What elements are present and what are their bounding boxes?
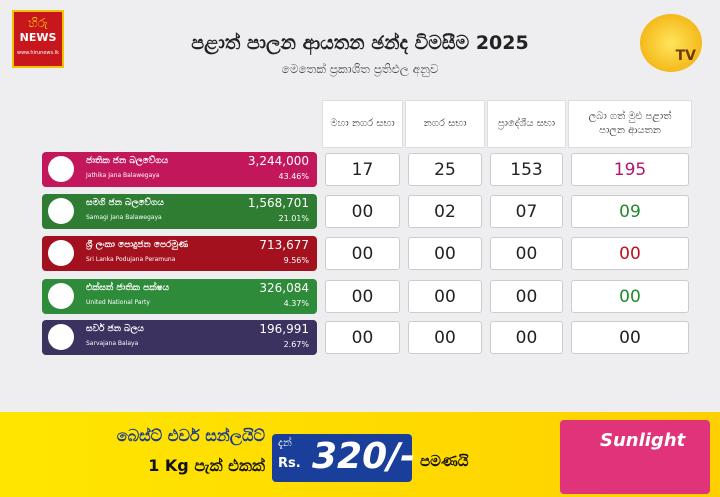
column-header: ප්‍රාදේශීය සභා bbox=[487, 100, 566, 148]
count: 00 bbox=[325, 321, 400, 354]
party-name: සර්ව ජන බලය bbox=[86, 324, 144, 334]
ad-brand: Sunlight bbox=[560, 420, 710, 494]
ad-currency: Rs. bbox=[278, 456, 301, 471]
count: 17 bbox=[325, 153, 400, 186]
percent: 9.56% bbox=[283, 256, 309, 265]
party-name: ජාතික ජන බලවේගය bbox=[86, 156, 169, 166]
ad-line1: බෙස්ට් එවර් සන්ලයිට් bbox=[116, 426, 265, 445]
logo-left: හිරු NEWS www.hirunews.lk bbox=[12, 10, 64, 68]
votes: 1,568,701 bbox=[247, 196, 309, 210]
count: 00 bbox=[408, 321, 482, 354]
ad-price: 320/- bbox=[312, 436, 416, 477]
party-row: එක්සත් ජාතික පක්ෂය United National Party 3… bbox=[42, 279, 317, 314]
party-name-en: Samagi Jana Balawegaya bbox=[86, 214, 162, 221]
count: 00 bbox=[325, 195, 400, 228]
ad-banner: බෙස්ට් එවර් සන්ලයිට් 1 Kg පැක් එකක් දැන්… bbox=[0, 412, 720, 497]
column-header: ලබා ගත් මුළු පළාත් පාලන ආයතන bbox=[568, 100, 692, 148]
votes: 3,244,000 bbox=[247, 154, 309, 168]
party-row: ජාතික ජන බලවේගය Jathika Jana Balawegaya 3,… bbox=[42, 152, 317, 187]
logo-news: NEWS bbox=[19, 31, 57, 44]
party-name-en: Jathika Jana Balawegaya bbox=[86, 172, 160, 179]
party-name: එක්සත් ජාතික පක්ෂය bbox=[86, 283, 170, 293]
party-row: සර්ව ජන බලය Sarvajana Balaya 196,991 2.67% bbox=[42, 320, 317, 355]
title: පළාත් පාලන ආයතන ඡන්ද විමසීම 2025 bbox=[191, 32, 529, 54]
logo-top: හිරු bbox=[28, 16, 48, 30]
count: 00 bbox=[490, 237, 563, 270]
party-name-en: Sri Lanka Podujana Peramuna bbox=[86, 256, 176, 263]
party-name-en: United National Party bbox=[86, 299, 150, 306]
price-box: දැන් Rs. 320/- bbox=[272, 434, 416, 482]
votes: 713,677 bbox=[259, 238, 309, 252]
count: 00 bbox=[325, 237, 400, 270]
count: 00 bbox=[325, 280, 400, 313]
ad-line2: 1 Kg පැක් එකක් bbox=[148, 456, 265, 475]
party-icon bbox=[48, 324, 74, 350]
count: 00 bbox=[490, 321, 563, 354]
party-name-en: Sarvajana Balaya bbox=[86, 340, 139, 347]
count: 00 bbox=[571, 280, 689, 313]
column-header: නගර සභා bbox=[405, 100, 485, 148]
percent: 2.67% bbox=[283, 340, 309, 349]
party-row: සමගි ජන බලවේගය Samagi Jana Balawegaya 1,56… bbox=[42, 194, 317, 229]
party-icon bbox=[48, 156, 74, 182]
count: 153 bbox=[490, 153, 563, 186]
count: 195 bbox=[571, 153, 689, 186]
count: 07 bbox=[490, 195, 563, 228]
count: 00 bbox=[571, 237, 689, 270]
percent: 43.46% bbox=[278, 172, 309, 181]
votes: 326,084 bbox=[259, 281, 309, 295]
count: 00 bbox=[490, 280, 563, 313]
column-header: මහා නගර සභා bbox=[322, 100, 403, 148]
ad-only: පමණයි bbox=[420, 452, 469, 470]
count: 00 bbox=[408, 237, 482, 270]
ad-now: දැන් bbox=[278, 436, 292, 449]
votes: 196,991 bbox=[259, 322, 309, 336]
count: 00 bbox=[571, 321, 689, 354]
count: 09 bbox=[571, 195, 689, 228]
party-row: ශ්‍රී ලංකා පොදුජන පෙරමුණ Sri Lanka Poduja… bbox=[42, 236, 317, 271]
subtitle: මෙතෙක් ප්‍රකාශිත ප්‍රතිඵල අනුව bbox=[281, 62, 439, 76]
logo-right: TV bbox=[640, 14, 702, 72]
party-icon bbox=[48, 283, 74, 309]
party-icon bbox=[48, 240, 74, 266]
party-name: සමගි ජන බලවේගය bbox=[86, 198, 164, 208]
percent: 4.37% bbox=[283, 299, 309, 308]
percent: 21.01% bbox=[278, 214, 309, 223]
count: 25 bbox=[408, 153, 482, 186]
website: www.hirunews.lk bbox=[17, 50, 59, 56]
count: 02 bbox=[408, 195, 482, 228]
party-icon bbox=[48, 198, 74, 224]
count: 00 bbox=[408, 280, 482, 313]
party-name: ශ්‍රී ලංකා පොදුජන පෙරමුණ bbox=[86, 240, 189, 250]
